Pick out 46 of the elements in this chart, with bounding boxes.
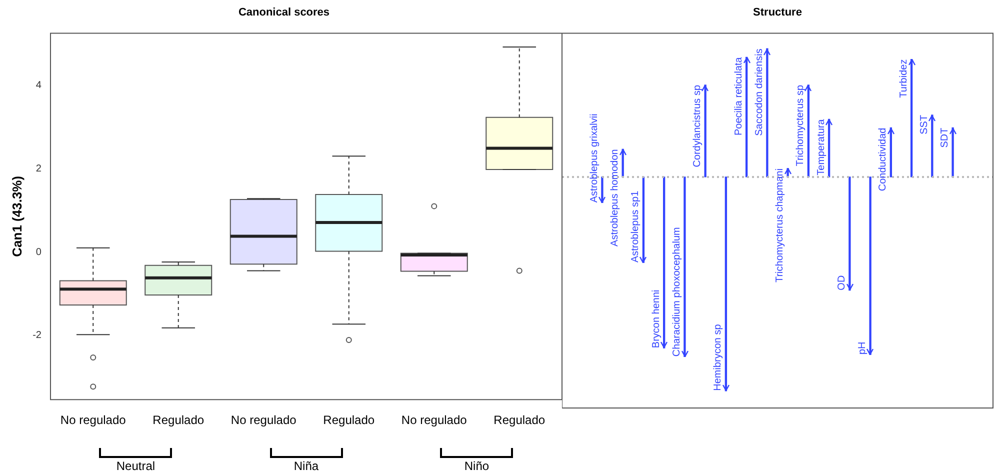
bar — [601, 176, 604, 203]
y-axis-title: Can1 (43.3%) — [9, 176, 24, 257]
x-tick-label: Characidium phoxocephalum — [671, 227, 682, 357]
y-tick-label: -2 — [32, 330, 42, 342]
bar — [910, 58, 913, 178]
bar — [766, 48, 768, 178]
x-tick-label: Regulado — [323, 413, 375, 428]
bar — [663, 176, 666, 348]
x-tick-label: Astroblepus sp1 — [630, 190, 642, 263]
x-tick-label: No regulado — [60, 413, 126, 428]
text: Neutral — [115, 459, 156, 473]
x-tick-label: Trichomycterus sp — [795, 84, 806, 166]
x-tick-label: No regulado — [401, 413, 468, 428]
x-tick-label: Trichomycterus chapmani — [774, 168, 786, 283]
x-tick-label: SST — [918, 114, 930, 134]
bar — [745, 56, 748, 178]
x-tick-label: Hemibrycon sp — [712, 324, 724, 391]
x-tick-label: SDT — [940, 128, 951, 148]
x-tick-label: Conductividad — [878, 128, 889, 192]
bar — [724, 176, 728, 392]
x-tick-label: Turbidez — [898, 59, 910, 98]
bar — [704, 84, 706, 178]
chart-title: Canonical scores — [238, 6, 330, 19]
y-tick-label: 0 — [36, 246, 42, 258]
x-tick-label: No regulado — [230, 413, 297, 428]
bar — [952, 127, 954, 178]
y-tick-label: 2 — [36, 163, 42, 174]
y-tick-label: 4 — [36, 80, 42, 92]
x-tick-label: OD — [836, 275, 848, 290]
x-tick-label: Poecilia reticulata — [733, 56, 744, 136]
bar — [684, 176, 686, 357]
x-tick-label: Brycon henni — [650, 290, 662, 348]
x-tick-label: Saccodon dariensis — [754, 48, 765, 136]
x-tick-label: Cordylancistrus sp — [692, 84, 704, 168]
text: Niño — [463, 459, 490, 473]
x-tick-label: Astroblepus homodon — [610, 149, 621, 246]
x-tick-label: Temperatura — [816, 118, 827, 176]
text: Niña — [292, 459, 320, 473]
bar — [807, 84, 810, 178]
x-tick-label: Regulado — [152, 413, 204, 428]
bar — [869, 176, 872, 355]
x-tick-label: pH — [857, 342, 868, 355]
x-tick-label: Regulado — [494, 413, 546, 428]
bar — [848, 176, 851, 291]
chart-title: Structure — [753, 6, 802, 19]
x-tick-label: Astroblepus grixalvii — [588, 114, 600, 203]
